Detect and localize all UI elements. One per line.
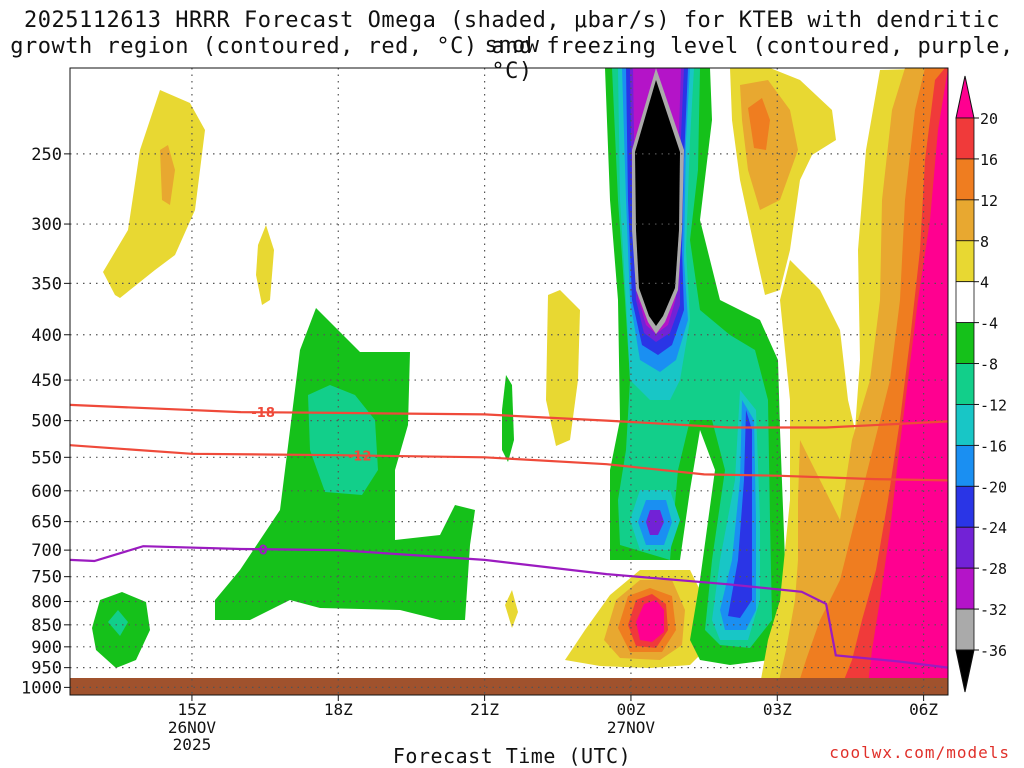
tick-label-y-1000: 1000 [21,678,62,698]
colorbar-swatch-9 [955,485,975,528]
tick-label-y-500: 500 [31,412,62,432]
tick-label-y-550: 550 [31,448,62,468]
colorbar-swatch-11 [955,567,975,610]
colorbar-swatch-7 [955,404,975,446]
contour-label--18: -18 [251,406,275,421]
tick-year-x-15Z: 2025 [173,735,212,754]
tick-label-y-600: 600 [31,482,62,502]
colorbar-label-16: 16 [980,151,998,169]
omega-region-positive-evening [546,290,580,446]
colorbar-swatch-0 [955,117,975,160]
credit-text: coolwx.com/models [829,743,1010,762]
colorbar-label--20: -20 [980,478,1007,496]
contour-lines: -18 -12 0 [69,403,949,669]
colorbar-label--28: -28 [980,560,1007,578]
plot-frame [69,67,949,696]
colorbar-arrow-bottom [955,649,975,693]
tick-label-x-06Z: 06Z [909,700,938,719]
tick-label-y-800: 800 [31,593,62,613]
chart-title-line-2: growth region (contoured, red, °C) and f… [10,34,1014,84]
contour-label-0: 0 [259,543,268,558]
colorbar-label--12: -12 [980,396,1007,414]
omega-shading [92,68,948,685]
omega-region-descent-right-20 [868,68,948,685]
contour-label--12: -12 [348,450,372,465]
x-axis-title: Forecast Time (UTC) [392,744,632,768]
colorbar-swatch-2 [955,199,975,242]
colorbar-arrow-top [955,75,975,119]
omega-region-positive-sliver [505,590,518,628]
omega-region-ascent-lower-left-core [108,610,128,636]
colorbar-label--16: -16 [980,437,1007,455]
tick-label-y-250: 250 [31,145,62,165]
colorbar-label--36: -36 [980,642,1007,660]
colorbar-label--8: -8 [980,356,998,374]
omega-region-ascent-column-36 [635,80,680,326]
colorbar-label-4: 4 [980,274,989,292]
omega-region-positive-upper-left [103,90,205,298]
omega-region-positive-late-strip-12 [748,98,770,150]
tick-label-y-850: 850 [31,616,62,636]
contour-line--12 [69,444,949,482]
colorbar-label-8: 8 [980,233,989,251]
colorbar-swatch-6 [955,363,975,405]
colorbar-label--32: -32 [980,601,1007,619]
tick-label-x-21Z: 21Z [470,700,499,719]
axes: 2503003504004505005506006507007508008509… [21,67,949,754]
colorbar: 20 16 12 8 4 -4 -8 -12 -16 -20 -24 -28 -32 -36 [955,75,1007,693]
colorbar-label-20: 20 [980,110,998,128]
colorbar-label--24: -24 [980,519,1007,537]
colorbar-swatch-12 [955,608,975,651]
tick-sublabel-x-00Z: 27NOV [607,718,656,737]
colorbar-swatch-1 [955,158,975,201]
colorbar-swatch-8 [955,444,975,487]
tick-label-y-750: 750 [31,568,62,588]
chart-title-line-1: 2025112613 HRRR Forecast Omega (shaded, … [24,8,1000,58]
colorbar-label-12: 12 [980,192,998,210]
omega-region-positive-lower-midnight-20 [636,600,664,642]
tick-label-y-950: 950 [31,659,62,679]
tick-label-x-18Z: 18Z [324,700,353,719]
tick-label-x-15Z: 15Z [177,700,206,719]
omega-region-positive-small [256,225,274,305]
tick-label-y-300: 300 [31,215,62,235]
contour-line-0 [69,545,949,669]
colorbar-swatch-4 [955,281,975,324]
tick-label-y-700: 700 [31,541,62,561]
colorbar-swatch-3 [955,240,975,283]
colorbar-swatch-10 [955,526,975,569]
omega-region-positive-upper-left-core [160,145,175,205]
tick-label-y-900: 900 [31,638,62,658]
contour-line--18 [69,403,949,429]
grid-lines [70,68,948,695]
colorbar-label--4: -4 [980,315,998,333]
tick-label-y-650: 650 [31,513,62,533]
tick-label-x-03Z: 03Z [763,700,792,719]
tick-label-y-350: 350 [31,274,62,294]
ground-bar [70,678,948,695]
colorbar-swatch-5 [955,322,975,364]
tick-label-x-00Z: 00Z [616,700,645,719]
tick-label-y-400: 400 [31,326,62,346]
tick-sublabel-x-15Z: 26NOV [168,718,217,737]
omega-region-ascent-sliver [502,375,514,462]
tick-label-y-450: 450 [31,371,62,391]
